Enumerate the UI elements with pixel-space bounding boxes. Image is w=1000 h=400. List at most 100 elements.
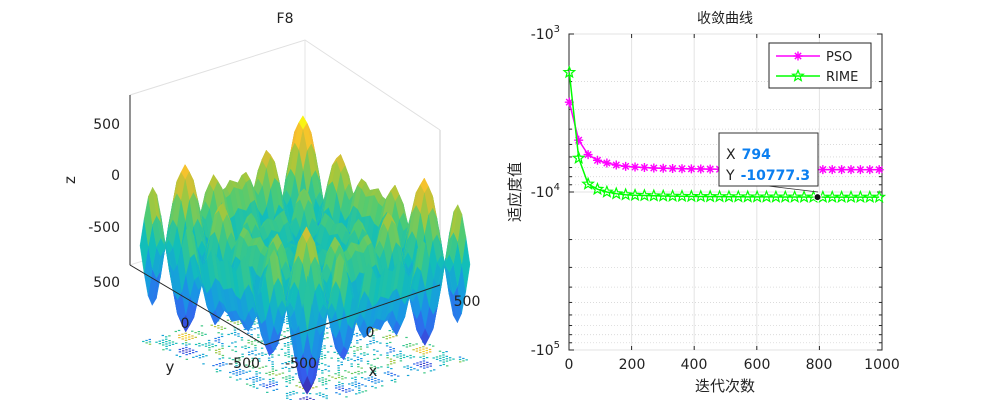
contour-point	[287, 351, 290, 353]
contour-point	[357, 363, 360, 365]
pso-marker	[658, 163, 668, 173]
contour-point	[380, 366, 383, 368]
contour-point	[281, 377, 285, 379]
contour-point	[210, 324, 213, 326]
contour-point	[284, 362, 287, 364]
contour-point	[372, 327, 375, 330]
contour-point	[284, 352, 287, 354]
contour-point	[268, 374, 271, 376]
contour-point	[211, 346, 214, 348]
contour-point	[184, 335, 188, 337]
contour-point	[285, 315, 289, 318]
contour-point	[191, 337, 194, 339]
contour-point	[422, 353, 425, 355]
contour-point	[184, 342, 188, 344]
contour-point	[229, 371, 232, 374]
y-tick-label: -105	[531, 340, 560, 359]
contour-point	[393, 374, 397, 376]
contour-point	[337, 365, 340, 367]
contour-point	[376, 367, 380, 369]
convergence-plot: 收敛曲线 -103 -104 -105 0 200 400 600 800 10…	[506, 11, 900, 395]
datatip-y-row: Y -10777.3	[725, 168, 810, 184]
contour-point	[234, 334, 237, 336]
contour-point	[302, 387, 305, 390]
contour-point	[165, 345, 168, 347]
contour-point	[334, 385, 338, 387]
contour-point	[227, 333, 230, 336]
contour-point	[221, 347, 224, 349]
contour-point	[345, 396, 348, 398]
contour-point	[399, 350, 402, 352]
surface-patch	[303, 275, 312, 332]
contour-point	[412, 349, 415, 351]
contour-point	[446, 365, 449, 367]
contour-point	[242, 370, 245, 372]
contour-point	[232, 370, 235, 373]
pso-marker	[874, 165, 884, 175]
contour-point	[459, 361, 462, 363]
contour-point	[221, 354, 225, 357]
contour-point	[191, 352, 195, 354]
contour-point	[369, 343, 372, 345]
contour-point	[277, 342, 280, 344]
contour-point	[161, 342, 165, 344]
contour-point	[281, 372, 285, 374]
contour-point	[285, 381, 288, 383]
contour-point	[235, 365, 238, 367]
contour-point	[220, 335, 224, 338]
contour-point	[406, 355, 409, 358]
contour-point	[372, 342, 375, 344]
pso-marker	[639, 163, 649, 173]
contour-point	[355, 332, 359, 335]
contour-point	[287, 342, 290, 344]
contour-point	[376, 357, 379, 359]
x-tick-label: 0	[366, 325, 375, 341]
x-tick-labels: -500 0 500	[285, 294, 480, 372]
y-tick-label: -103	[531, 24, 560, 43]
contour-point	[360, 360, 363, 362]
contour-point	[386, 352, 389, 354]
contour-point	[326, 351, 330, 353]
contour-point	[389, 363, 393, 365]
contour-point	[285, 385, 288, 387]
contour-point	[281, 367, 284, 369]
contour-point	[185, 351, 188, 353]
datatip[interactable]: X 794 Y -10777.3	[718, 132, 822, 202]
x-tick-label: 200	[619, 357, 646, 373]
contour-point	[392, 336, 395, 338]
contour-point	[182, 350, 185, 352]
contour-point	[426, 366, 429, 368]
pso-marker	[564, 97, 574, 107]
contour-point	[178, 356, 182, 358]
contour-point	[396, 354, 399, 356]
pso-marker	[846, 165, 856, 175]
contour-point	[354, 379, 357, 381]
contour-point	[245, 383, 249, 385]
contour-point	[325, 388, 328, 390]
contour-point	[290, 338, 293, 340]
contour-point	[416, 364, 419, 366]
pso-marker	[865, 165, 875, 175]
contour-point	[341, 383, 344, 385]
datatip-point[interactable]	[813, 193, 822, 202]
contour-point	[355, 393, 358, 395]
contour-point	[408, 345, 412, 347]
contour-point	[178, 348, 182, 351]
contour-point	[341, 378, 344, 380]
contour-point	[283, 331, 286, 333]
contour-point	[239, 378, 242, 380]
contour-point	[389, 346, 392, 348]
contour-point	[233, 322, 236, 324]
x-axis-label: 迭代次数	[695, 377, 755, 395]
contour-point	[255, 366, 258, 368]
contour-point	[423, 372, 426, 374]
contour-point	[353, 350, 356, 352]
contour-point	[323, 347, 326, 349]
contour-point	[184, 332, 187, 334]
contour-point	[188, 350, 191, 352]
contour-point	[346, 352, 350, 354]
contour-point	[178, 337, 181, 339]
contour-point	[422, 362, 426, 364]
contour-point	[356, 356, 360, 358]
contour-point	[359, 339, 362, 341]
